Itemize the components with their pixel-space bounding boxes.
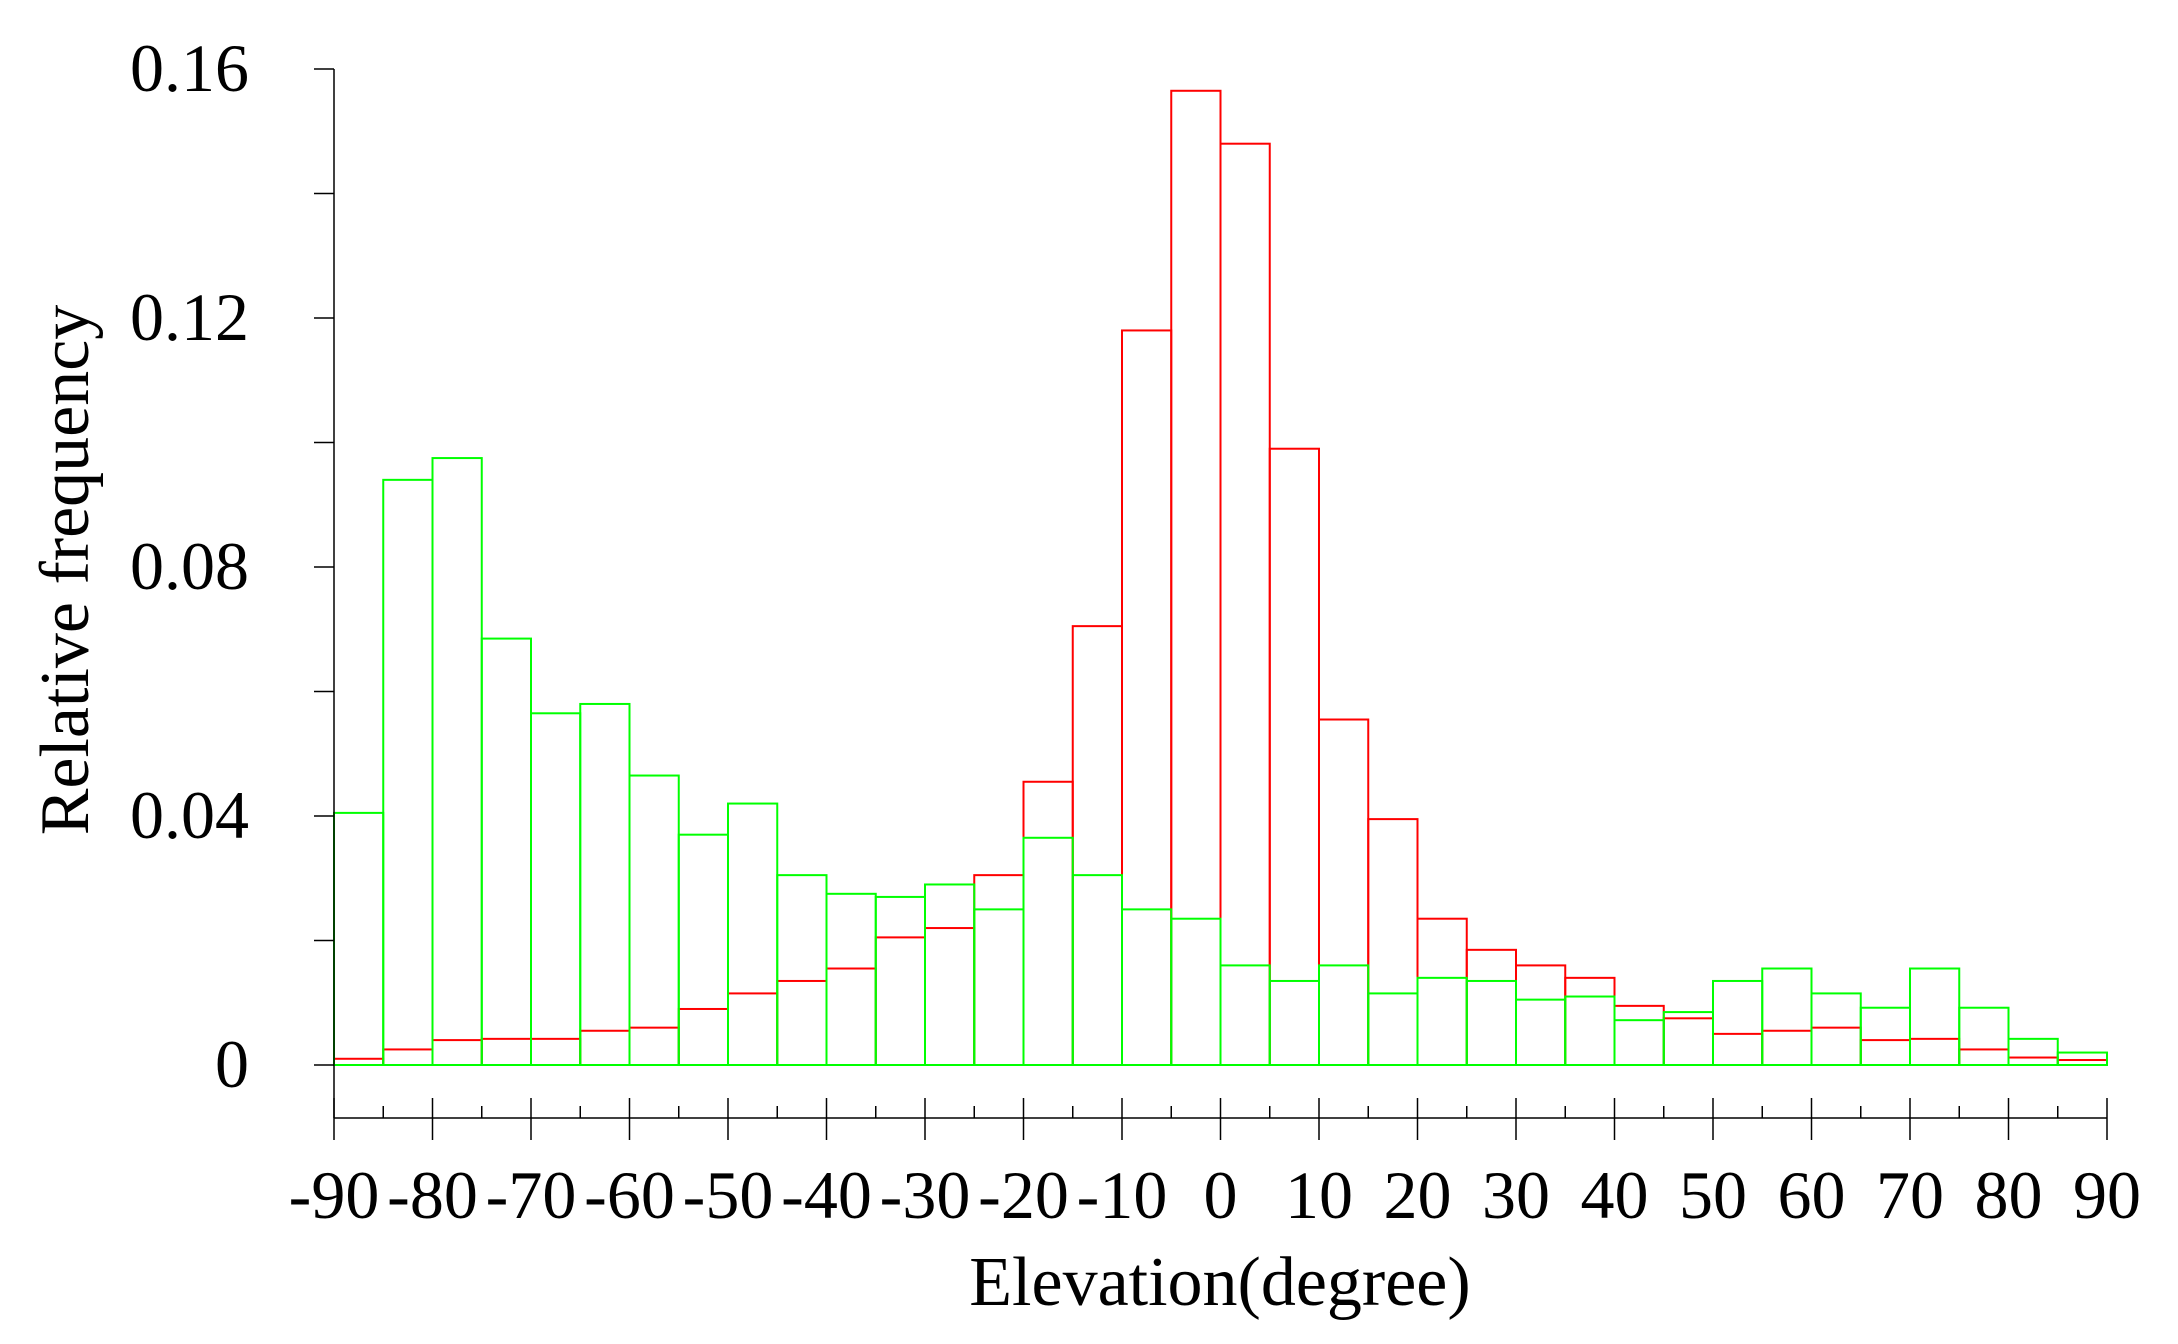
green-bar	[1909, 967, 1961, 1067]
green-bar	[825, 892, 877, 1066]
green-bar	[1318, 964, 1370, 1067]
red-bar	[1515, 964, 1567, 1067]
x-tick-label: 10	[1285, 1157, 1353, 1233]
red-bar	[1613, 1004, 1665, 1066]
x-tick-label: 90	[2073, 1157, 2141, 1233]
red-bar	[530, 1037, 582, 1066]
green-bar	[776, 874, 828, 1067]
green-bar	[480, 637, 532, 1067]
x-tick-label: -20	[978, 1157, 1069, 1233]
red-bar	[1810, 1026, 1862, 1067]
green-bar	[530, 712, 582, 1066]
red-bar	[1909, 1037, 1961, 1066]
green-bar	[431, 457, 483, 1066]
red-bar	[1712, 1032, 1764, 1066]
red-bar	[825, 967, 877, 1067]
green-bar	[1219, 964, 1271, 1067]
green-bar	[1761, 967, 1813, 1067]
red-bar	[973, 874, 1025, 1067]
green-bar	[1712, 979, 1764, 1067]
y-tick-label: 0.16	[130, 30, 249, 106]
x-tick-label: 0	[1204, 1157, 1238, 1233]
red-bar	[924, 927, 976, 1066]
x-tick-label: 20	[1384, 1157, 1452, 1233]
green-bar	[1662, 1011, 1714, 1067]
x-tick-label: -70	[486, 1157, 577, 1233]
red-bar	[1465, 948, 1517, 1067]
green-bar	[1121, 908, 1173, 1066]
x-tick-label: 80	[1975, 1157, 2043, 1233]
red-bar	[1367, 818, 1419, 1066]
y-tick-label: 0	[215, 1026, 249, 1102]
red-bar	[628, 1026, 680, 1067]
red-bar	[431, 1039, 483, 1066]
green-bar	[1416, 976, 1468, 1066]
green-bar	[1958, 1006, 2010, 1066]
red-bar	[1564, 976, 1616, 1066]
x-tick-label: 40	[1581, 1157, 1649, 1233]
green-bar	[382, 478, 434, 1067]
green-bar	[1810, 992, 1862, 1066]
green-bar	[727, 802, 779, 1066]
x-tick-label: -60	[584, 1157, 675, 1233]
x-tick-label: -80	[387, 1157, 478, 1233]
red-bar	[480, 1037, 532, 1066]
y-axis-ticks: 0 0.04 0.08 0.12 0.16	[130, 30, 334, 1102]
x-tick-label: -40	[781, 1157, 872, 1233]
green-bar	[628, 774, 680, 1066]
red-bar	[382, 1048, 434, 1066]
red-bar	[1071, 625, 1123, 1066]
green-bar	[579, 702, 631, 1066]
red-bar	[579, 1029, 631, 1066]
green-bar	[1859, 1006, 1911, 1066]
green-bar	[2007, 1037, 2059, 1066]
red-bar	[1859, 1039, 1911, 1066]
green-bar	[1564, 995, 1616, 1067]
x-tick-label: 60	[1778, 1157, 1846, 1233]
y-tick-label: 0.04	[130, 777, 249, 853]
red-bar	[2007, 1056, 2059, 1067]
red-bar	[1022, 780, 1074, 1066]
y-tick-label: 0.12	[130, 279, 249, 355]
x-axis-title: Elevation(degree)	[969, 1244, 1470, 1321]
x-tick-label: 30	[1482, 1157, 1550, 1233]
green-bar	[1022, 836, 1074, 1066]
red-bar	[727, 992, 779, 1066]
red-bar	[874, 936, 926, 1067]
y-tick-label: 0.08	[130, 528, 249, 604]
red-bar	[677, 1007, 729, 1066]
red-bar	[776, 979, 828, 1067]
x-tick-label: 50	[1679, 1157, 1747, 1233]
green-series	[333, 457, 2108, 1067]
red-bar	[1958, 1048, 2010, 1066]
green-bar	[874, 895, 926, 1066]
y-axis-title: Relative frequency	[27, 305, 104, 836]
x-tick-label: -10	[1077, 1157, 1168, 1233]
x-tick-label: -90	[289, 1157, 380, 1233]
red-bar	[1318, 718, 1370, 1066]
green-bar	[1515, 998, 1567, 1067]
red-bar	[1416, 917, 1468, 1067]
x-tick-label: 70	[1876, 1157, 1944, 1233]
green-bar	[677, 833, 729, 1066]
red-bar	[1219, 142, 1271, 1066]
green-bar	[1268, 979, 1320, 1067]
x-tick-label: -30	[880, 1157, 971, 1233]
green-bar	[1170, 917, 1222, 1067]
green-bar	[1613, 1019, 1665, 1066]
red-bar	[1121, 329, 1173, 1066]
green-bar	[924, 883, 976, 1066]
green-bar	[1465, 979, 1517, 1067]
green-bar	[333, 811, 385, 1067]
green-bar	[973, 908, 1025, 1066]
red-bar	[1761, 1029, 1813, 1066]
x-axis-ticks: -90 -80 -70 -60 -50 -40 -30 -20 -10 0 10 20 30 40 50 60…	[289, 1098, 2141, 1233]
red-bar	[1268, 447, 1320, 1067]
green-bar	[1071, 874, 1123, 1067]
green-bar	[2056, 1051, 2108, 1067]
red-bar	[1662, 1017, 1714, 1066]
green-bar	[1367, 992, 1419, 1066]
x-tick-label: -50	[683, 1157, 774, 1233]
